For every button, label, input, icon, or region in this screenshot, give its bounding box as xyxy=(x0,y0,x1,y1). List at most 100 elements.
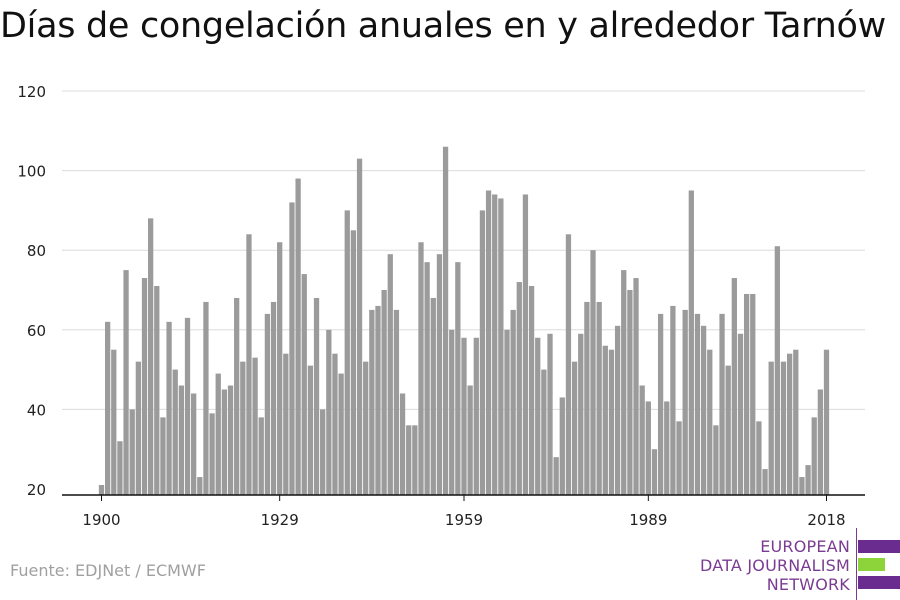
bar xyxy=(375,305,381,495)
bar xyxy=(277,242,283,495)
y-tick-label: 20 xyxy=(27,481,46,499)
bar xyxy=(393,309,400,495)
bar xyxy=(492,194,498,496)
y-tick-label: 80 xyxy=(27,242,46,260)
bar xyxy=(105,321,111,495)
bar xyxy=(571,361,578,495)
bar xyxy=(547,333,553,495)
bar xyxy=(252,357,258,495)
bar xyxy=(166,321,172,495)
bar xyxy=(283,353,289,495)
bar xyxy=(191,393,197,495)
bar xyxy=(455,262,461,495)
edjnet-logo: EUROPEAN DATA JOURNALISM NETWORK xyxy=(700,528,900,600)
bar xyxy=(350,230,357,496)
bar xyxy=(535,337,541,495)
bar xyxy=(762,469,768,495)
logo-line-1: EUROPEAN xyxy=(760,537,850,556)
bar xyxy=(406,425,412,495)
bar xyxy=(436,254,443,495)
bar xyxy=(148,218,154,496)
bar xyxy=(197,477,203,495)
bar xyxy=(719,313,725,495)
bar xyxy=(799,477,805,495)
bar xyxy=(805,465,811,495)
bar xyxy=(184,317,191,495)
bar xyxy=(172,369,178,495)
bar xyxy=(774,246,780,495)
bar xyxy=(528,286,535,495)
bar xyxy=(295,178,301,495)
bar xyxy=(645,401,651,495)
bar xyxy=(412,425,418,495)
bar xyxy=(485,190,492,495)
bar xyxy=(203,301,209,495)
bar xyxy=(160,417,166,495)
bar xyxy=(363,361,369,495)
bar xyxy=(246,234,252,495)
bar xyxy=(418,242,424,495)
bar xyxy=(565,234,572,495)
bar xyxy=(240,361,246,495)
bar xyxy=(320,409,326,495)
bar xyxy=(344,210,350,495)
logo-divider xyxy=(856,528,857,600)
bar xyxy=(731,278,737,495)
bar xyxy=(578,333,584,495)
y-tick-label: 100 xyxy=(17,163,46,181)
bar xyxy=(633,278,639,495)
bar xyxy=(221,389,228,495)
bar xyxy=(381,290,387,495)
bar xyxy=(682,309,688,495)
bar xyxy=(670,305,676,495)
bar xyxy=(817,389,823,495)
bar xyxy=(498,198,504,495)
bar xyxy=(154,286,160,495)
bar xyxy=(725,365,731,495)
bar xyxy=(737,333,744,495)
bar xyxy=(141,278,148,495)
bar xyxy=(522,194,529,496)
bar xyxy=(541,369,547,495)
logo-bar-top xyxy=(858,540,900,553)
bar xyxy=(553,457,559,495)
bar xyxy=(264,313,271,495)
bar xyxy=(117,441,123,495)
bar xyxy=(768,361,774,495)
bar xyxy=(467,385,473,495)
bar xyxy=(596,301,602,495)
bar xyxy=(590,250,596,495)
bar xyxy=(98,485,105,495)
bar xyxy=(209,413,215,495)
bar xyxy=(608,349,615,495)
bar xyxy=(129,409,135,495)
y-tick-label: 120 xyxy=(17,83,46,101)
bar xyxy=(301,274,307,495)
bar xyxy=(780,361,787,495)
bar xyxy=(135,361,141,495)
x-tick-label: 1989 xyxy=(629,511,667,529)
bar xyxy=(313,297,320,495)
bar xyxy=(584,301,590,495)
bar xyxy=(651,449,658,495)
bar xyxy=(639,385,645,495)
bar xyxy=(369,309,375,495)
bar xyxy=(504,329,510,495)
bar xyxy=(707,349,713,495)
bar xyxy=(387,254,393,495)
logo-bar-middle xyxy=(858,558,885,571)
bar xyxy=(326,329,332,495)
x-tick-label: 1959 xyxy=(445,511,483,529)
bar xyxy=(713,425,719,495)
bar xyxy=(270,301,277,495)
bar xyxy=(307,365,314,495)
x-tick-label: 2018 xyxy=(807,511,845,529)
x-tick-label: 1929 xyxy=(261,511,299,529)
y-axis-tick-labels: 20 40 60 80 100 120 xyxy=(17,83,46,499)
bar xyxy=(424,262,430,495)
bar xyxy=(111,349,117,495)
logo-line-3: NETWORK xyxy=(766,575,850,594)
bar xyxy=(449,329,455,495)
y-tick-label: 60 xyxy=(27,322,46,340)
